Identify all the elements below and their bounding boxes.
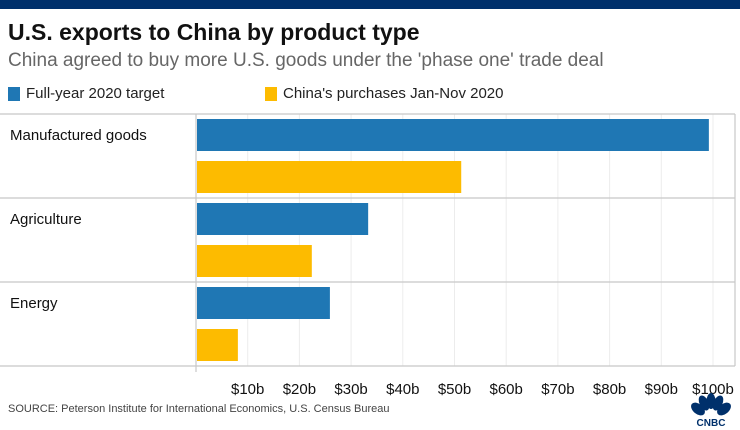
bar-target [197, 203, 369, 235]
x-tick-label: $80b [593, 381, 626, 398]
x-tick-label: $100b [692, 381, 734, 398]
x-tick-label: $60b [490, 381, 523, 398]
x-tick-label: $90b [645, 381, 678, 398]
source-note: SOURCE: Peterson Institute for Internati… [8, 403, 390, 415]
bar-purchases [197, 329, 238, 361]
legend-item-target: Full-year 2020 target [8, 85, 164, 102]
x-tick-label: $10b [231, 381, 264, 398]
category-label: Energy [10, 295, 58, 312]
legend-item-purchases: China's purchases Jan-Nov 2020 [265, 85, 504, 102]
x-tick-label: $70b [541, 381, 574, 398]
top-bar [0, 0, 740, 9]
bar-target [197, 287, 330, 319]
legend-swatch-purchases [265, 86, 277, 101]
legend-label-purchases: China's purchases Jan-Nov 2020 [283, 85, 504, 102]
category-label: Agriculture [10, 211, 82, 228]
bar-purchases [197, 245, 312, 277]
x-tick-label: $30b [334, 381, 367, 398]
x-tick-label: $40b [386, 381, 419, 398]
x-tick-label: $50b [438, 381, 471, 398]
legend-swatch-target [8, 86, 20, 101]
chart-title: U.S. exports to China by product type [8, 19, 420, 45]
bar-purchases [197, 161, 462, 193]
legend-label-target: Full-year 2020 target [26, 85, 165, 102]
x-tick-label: $20b [283, 381, 316, 398]
category-label: Manufactured goods [10, 127, 147, 144]
bar-target [197, 119, 709, 151]
peacock-icon: CNBC [691, 393, 731, 427]
cnbc-wordmark: CNBC [697, 418, 726, 427]
chart-subtitle: China agreed to buy more U.S. goods unde… [8, 50, 604, 71]
